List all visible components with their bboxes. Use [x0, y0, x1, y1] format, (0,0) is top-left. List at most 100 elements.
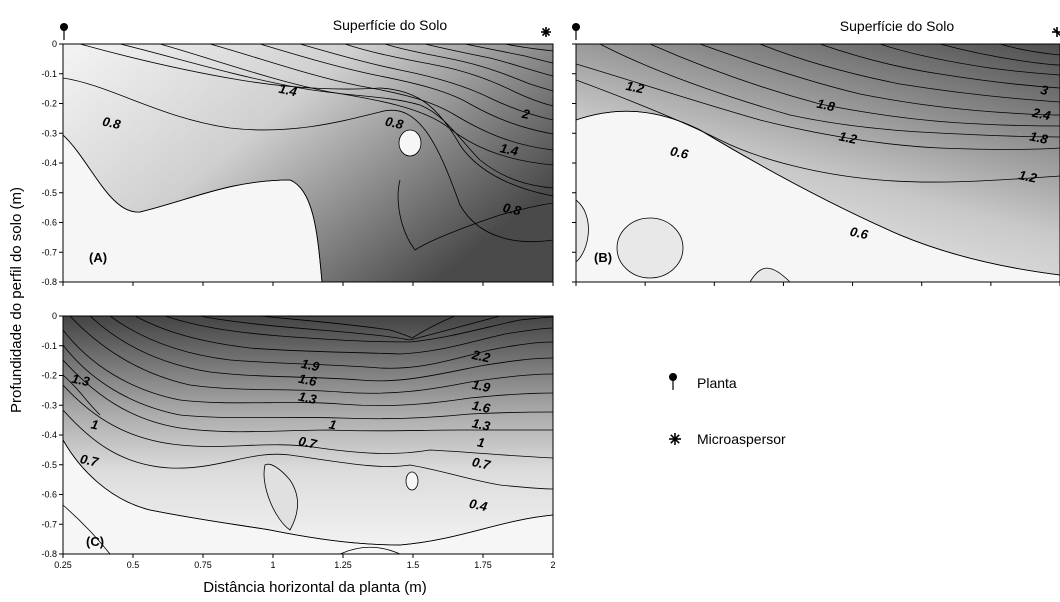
panel-b-contour [576, 199, 589, 263]
legend-plant-label: Planta [697, 375, 737, 391]
panel-b-contour [749, 267, 791, 282]
panel-a-contour [464, 44, 553, 64]
contour-label: 1.9 [300, 356, 322, 375]
panel-c-contours [63, 316, 553, 554]
panel-c-contour [69, 316, 553, 394]
y-tick-label: -0.6 [41, 490, 57, 500]
panel-c-contour [63, 409, 553, 490]
panel-c-contour [89, 316, 553, 382]
panel-c-contour [259, 316, 456, 339]
sprinkler-marker-icon [1052, 27, 1060, 37]
contour-label: 2 [520, 106, 532, 123]
y-tick-label: -0.7 [41, 247, 57, 257]
x-tick-label: 0.5 [127, 560, 140, 570]
x-tick-label: 1.25 [334, 560, 352, 570]
panel-c [62, 315, 554, 555]
contour-label: 1 [328, 417, 338, 433]
contour-label: 0.4 [468, 496, 490, 515]
panel-b-contour [819, 44, 1060, 89]
panel-a-label: (A) [89, 250, 107, 265]
panel-a-contour [384, 44, 553, 92]
panel-c-contour [63, 344, 553, 420]
contour-label: 1.2 [1017, 167, 1039, 186]
y-tick-label: -0.4 [41, 158, 57, 168]
y-tick-label: 0 [52, 39, 57, 49]
y-axis-title: Profundidade do perfil do solo (m) [8, 187, 25, 413]
legend: Planta Microaspersor [669, 373, 786, 447]
contour-label: 1.3 [297, 389, 319, 408]
axes-layer: 0 -0.1 -0.2 -0.3 -0.4 -0.5 -0.6 -0.7 -0.8 0 -0.1 -0… [41, 39, 1060, 570]
panel-b-contour [699, 44, 1060, 116]
y-tick-label: -0.1 [41, 341, 57, 351]
panel-c-contour [63, 329, 553, 406]
contour-label: 0.8 [502, 200, 524, 219]
panel-b-contour [759, 44, 1060, 103]
contour-label: 1.2 [625, 78, 647, 97]
panel-b-label: (B) [594, 250, 612, 265]
panel-c-contour [63, 374, 101, 416]
contour-label: 1.2 [838, 129, 860, 148]
y-tick-label: -0.2 [41, 371, 57, 381]
panel-c-contour [63, 439, 553, 546]
panel-c-contour [63, 359, 553, 433]
panel-b-contour [879, 44, 1060, 76]
contour-label: 0.7 [471, 454, 493, 473]
panel-a-contour [79, 44, 553, 197]
contour-label: 0.7 [297, 433, 319, 452]
contour-label: 0.8 [101, 114, 123, 133]
panel-c-contour [263, 463, 298, 531]
panel-c-contour [339, 546, 401, 554]
panel-c-contour [134, 316, 553, 355]
panel-b-contour [599, 44, 1060, 138]
contour-label: 1.9 [471, 377, 493, 396]
contour-label: 1.4 [278, 81, 300, 100]
contour-label: 0.8 [384, 114, 406, 133]
y-tick-label: 0 [52, 311, 57, 321]
panel-b-contour [616, 217, 684, 279]
legend-sprinkler-label: Microaspersor [697, 431, 786, 447]
panel-a-title: Superfície do Solo [333, 17, 448, 33]
legend-sprinkler-icon [669, 433, 681, 445]
contour-label: 0.6 [849, 224, 871, 243]
contour-label: 1 [90, 417, 100, 433]
panel-b-contour [576, 63, 1060, 150]
y-tick-label: -0.3 [41, 400, 57, 410]
contour-label: 1 [476, 434, 486, 450]
y-tick-label: -0.4 [41, 430, 57, 440]
panel-b-contour [999, 44, 1060, 56]
contour-label: 1.3 [471, 415, 493, 434]
y-tick-label: -0.2 [41, 99, 57, 109]
panel-a-contour [259, 44, 553, 135]
panel-a-contour [398, 129, 422, 157]
x-axis-title: Distância horizontal da planta (m) [203, 579, 426, 596]
panel-a [62, 43, 554, 283]
contour-label: 3 [1039, 82, 1050, 98]
y-tick-label: -0.5 [41, 188, 57, 198]
panel-b-contours [576, 44, 1060, 282]
panel-a-contour [119, 44, 553, 189]
x-tick-label: 1 [270, 560, 275, 570]
panel-a-contours [63, 44, 553, 282]
plant-marker-icon [572, 23, 580, 40]
contour-label: 1.8 [1028, 129, 1050, 148]
y-tick-label: -0.7 [41, 519, 57, 529]
y-tick-label: -0.8 [41, 277, 57, 287]
y-tick-label: -0.8 [41, 549, 57, 559]
panel-a-contour [424, 44, 553, 77]
panel-c-contour [109, 316, 553, 369]
legend-plant-icon [669, 373, 677, 390]
x-tick-label: 1.5 [407, 560, 420, 570]
panel-a-contour [344, 44, 553, 107]
contour-label: 0.7 [79, 451, 101, 470]
panel-c-label: (C) [86, 534, 104, 549]
plant-marker-icon [60, 23, 68, 40]
panel-c-contour [63, 384, 553, 459]
panel-b-contour [649, 44, 1060, 127]
contour-label: 1.8 [815, 96, 837, 115]
panel-b-contour [576, 79, 1060, 183]
contour-label: 1.6 [297, 371, 319, 390]
panel-a-contour [299, 44, 553, 121]
contour-labels-layer: 1.40.8 0.8 21.40.81.21.832.41.2 1.80.61.20.… [70, 78, 1052, 515]
panel-a-contour [159, 44, 553, 166]
